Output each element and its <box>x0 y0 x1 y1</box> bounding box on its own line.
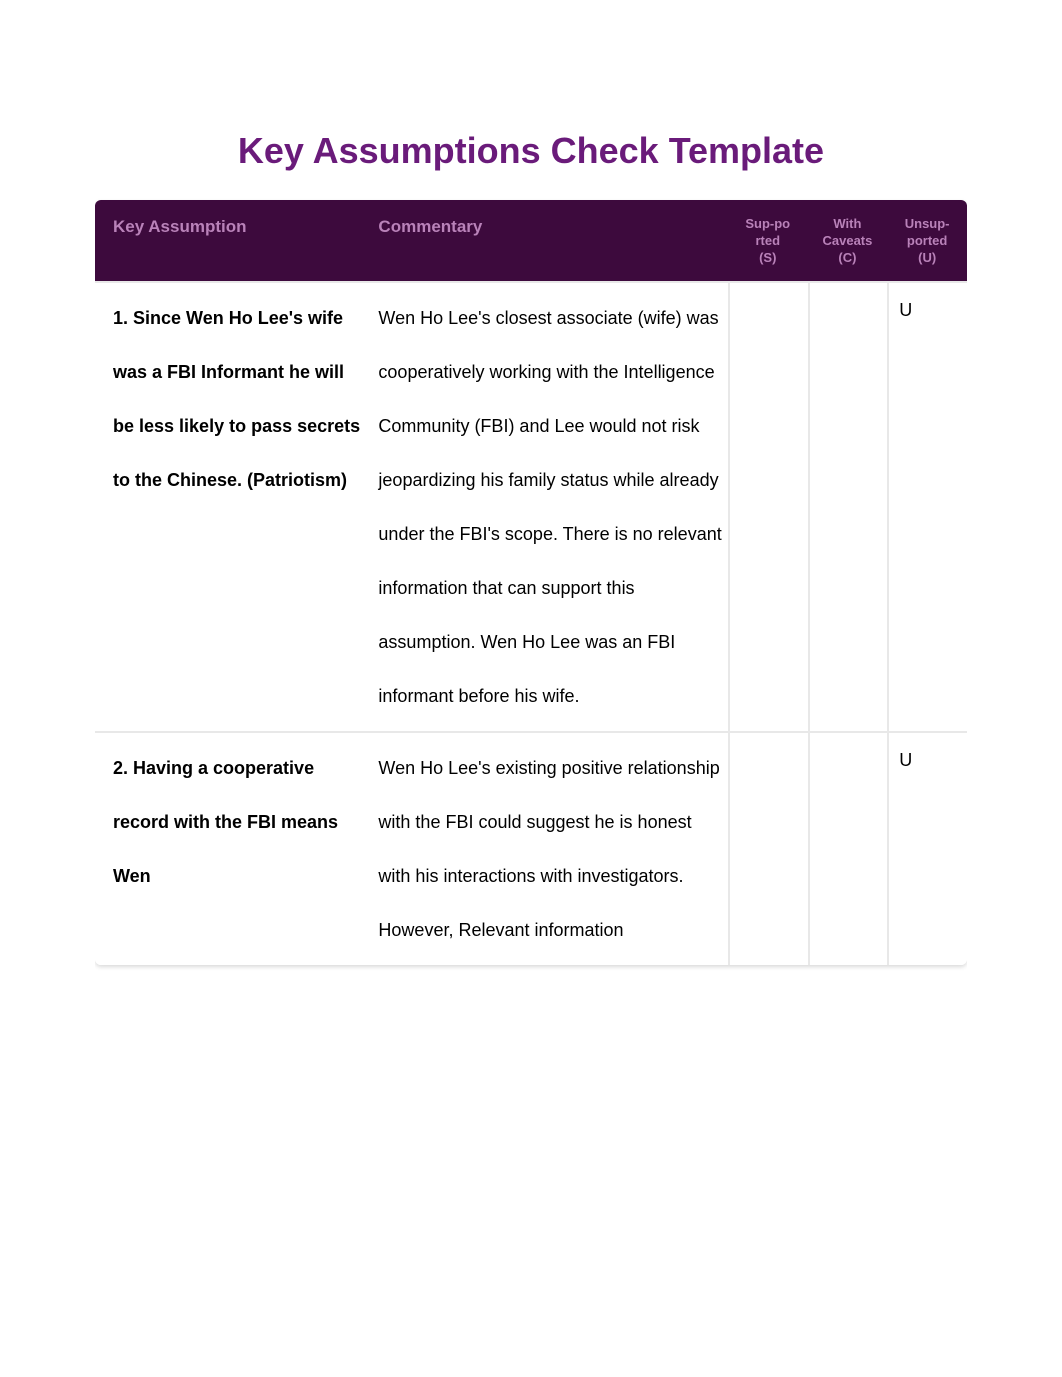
table-header-row: Key Assumption Commentary Sup-po rted (S… <box>95 200 967 281</box>
assumption-cell: 2. Having a cooperative record with the … <box>95 731 370 965</box>
assumption-cell: 1. Since Wen Ho Lee's wife was a FBI Inf… <box>95 281 370 731</box>
page-title: Key Assumptions Check Template <box>95 130 967 172</box>
col-header-assumption: Key Assumption <box>95 200 370 281</box>
col-header-unsupported-l1: Unsup- <box>895 216 959 233</box>
unsupported-cell: U <box>887 281 967 731</box>
commentary-cell: Wen Ho Lee's existing positive relations… <box>370 731 727 965</box>
page-fade <box>95 1337 967 1377</box>
table-row: 1. Since Wen Ho Lee's wife was a FBI Inf… <box>95 281 967 731</box>
caveats-cell <box>808 731 888 965</box>
col-header-caveats: With Caveats (C) <box>808 200 888 281</box>
col-header-commentary: Commentary <box>370 200 727 281</box>
table-row: 2. Having a cooperative record with the … <box>95 731 967 965</box>
supported-cell <box>728 281 808 731</box>
col-header-caveats-l1: With <box>816 216 880 233</box>
col-header-supported-l2: rted <box>736 233 800 250</box>
assumptions-table-wrap: Key Assumption Commentary Sup-po rted (S… <box>95 200 967 965</box>
unsupported-cell: U <box>887 731 967 965</box>
col-header-unsupported: Unsup- ported (U) <box>887 200 967 281</box>
supported-cell <box>728 731 808 965</box>
caveats-cell <box>808 281 888 731</box>
col-header-supported-l3: (S) <box>736 250 800 267</box>
col-header-caveats-l3: (C) <box>816 250 880 267</box>
col-header-unsupported-l3: (U) <box>895 250 959 267</box>
assumptions-table: Key Assumption Commentary Sup-po rted (S… <box>95 200 967 965</box>
col-header-caveats-l2: Caveats <box>816 233 880 250</box>
col-header-supported-l1: Sup-po <box>736 216 800 233</box>
commentary-cell: Wen Ho Lee's closest associate (wife) wa… <box>370 281 727 731</box>
page: Key Assumptions Check Template Key Assum… <box>95 130 967 1377</box>
col-header-unsupported-l2: ported <box>895 233 959 250</box>
col-header-supported: Sup-po rted (S) <box>728 200 808 281</box>
